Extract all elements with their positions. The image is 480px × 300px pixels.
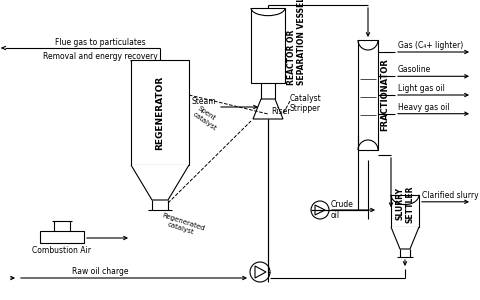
Text: Combustion Air: Combustion Air [33,246,92,255]
Bar [358,40,378,150]
Text: Gas (C₄+ lighter): Gas (C₄+ lighter) [398,41,463,50]
Polygon shape [253,99,283,119]
Text: Raw oil charge: Raw oil charge [72,267,128,276]
Polygon shape [315,205,325,215]
Polygon shape [255,266,266,278]
Text: REGENERATOR: REGENERATOR [156,75,165,150]
Text: Flue gas to particulates: Flue gas to particulates [55,38,145,47]
Text: Removal and energy recovery: Removal and energy recovery [43,52,157,61]
Text: Spent
catalyst: Spent catalyst [192,105,222,131]
Text: FRACTIONATOR: FRACTIONATOR [380,58,389,131]
Text: Gasoline: Gasoline [398,65,431,74]
Text: Steam: Steam [192,97,216,106]
Circle shape [250,262,270,282]
Bar [251,8,285,83]
Text: Catalyst
Stripper: Catalyst Stripper [290,94,322,113]
Text: Crude
oil: Crude oil [331,200,354,220]
Text: Clarified slurry: Clarified slurry [422,191,479,200]
Polygon shape [131,165,189,200]
Polygon shape [391,227,419,249]
Circle shape [311,201,329,219]
Bar [131,60,189,165]
Text: Riser: Riser [271,106,290,116]
Text: REACTOR OR
SEPARATION VESSEL: REACTOR OR SEPARATION VESSEL [287,0,306,85]
Bar [391,195,419,227]
Text: Regenerated
catalyst: Regenerated catalyst [159,212,205,238]
Text: Light gas oil: Light gas oil [398,84,445,93]
Text: SLURRY
SETTLER: SLURRY SETTLER [396,185,415,223]
Bar [40,231,84,243]
Text: Heavy gas oil: Heavy gas oil [398,103,450,112]
